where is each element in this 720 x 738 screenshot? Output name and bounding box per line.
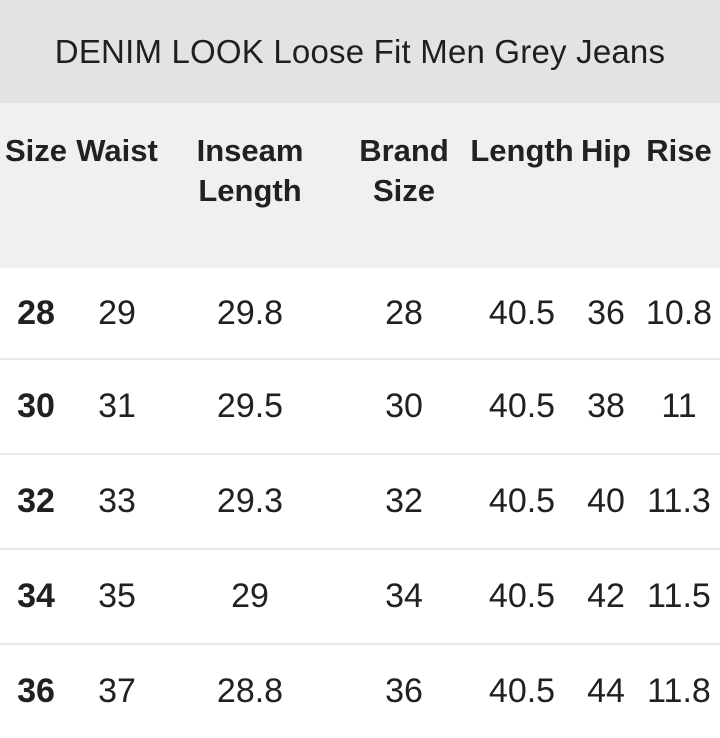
value-cell: 11	[661, 387, 697, 425]
value-cell: 11.5	[647, 577, 711, 615]
value-cell: 11.3	[647, 482, 711, 520]
value-cell: 37	[98, 672, 136, 710]
value-cell: 11.8	[647, 672, 711, 710]
value-cell: 38	[587, 387, 625, 425]
row-size-cell: 32	[17, 482, 55, 520]
product-title-bar: DENIM LOOK Loose Fit Men Grey Jeans	[0, 0, 720, 103]
value-cell: 40.5	[488, 293, 556, 332]
row-size-cell: 30	[17, 387, 55, 425]
value-cell: 36	[587, 293, 625, 332]
page-title: DENIM LOOK Loose Fit Men Grey Jeans	[54, 32, 666, 70]
value-cell: 42	[587, 577, 625, 615]
value-cell: 44	[587, 672, 625, 710]
value-cell: 29	[98, 293, 136, 332]
header-row: Size Waist Inseam Length Brand Size Leng…	[0, 103, 720, 268]
value-cell: 29.5	[216, 387, 284, 425]
value-cell: 28.8	[216, 672, 284, 710]
value-cell: 32	[385, 482, 423, 520]
column-header-brand-size: Brand Size	[338, 103, 470, 268]
value-cell: 29	[231, 577, 269, 615]
value-cell: 30	[385, 387, 423, 425]
table-row: 32 33 29.3 32 40.5 40 11.3	[0, 454, 720, 549]
value-cell: 40.5	[488, 482, 556, 520]
row-size-cell: 34	[17, 577, 55, 615]
value-cell: 31	[98, 387, 136, 425]
value-cell: 29.3	[216, 482, 284, 520]
size-chart-table: Size Waist Inseam Length Brand Size Leng…	[0, 103, 720, 738]
table-row: 30 31 29.5 30 40.5 38 11	[0, 359, 720, 454]
value-cell: 10.8	[645, 293, 713, 332]
table-row: 28 29 29.8 28 40.5 36 10.8	[0, 268, 720, 359]
row-size-cell: 28	[17, 293, 55, 332]
value-cell: 40.5	[488, 577, 556, 615]
value-cell: 29.8	[216, 293, 284, 332]
column-header-rise: Rise	[638, 103, 720, 268]
value-cell: 34	[385, 577, 423, 615]
row-size-cell: 36	[17, 672, 55, 710]
value-cell: 40.5	[488, 672, 556, 710]
value-cell: 40	[587, 482, 625, 520]
value-cell: 40.5	[488, 387, 556, 425]
value-cell: 28	[385, 293, 423, 332]
column-header-size: Size	[0, 103, 72, 268]
table-row: 34 35 29 34 40.5 42 11.5	[0, 549, 720, 644]
value-cell: 36	[385, 672, 423, 710]
column-header-hip: Hip	[574, 103, 638, 268]
table-row: 36 37 28.8 36 40.5 44 11.8	[0, 644, 720, 738]
column-header-waist: Waist	[72, 103, 162, 268]
value-cell: 33	[98, 482, 136, 520]
column-header-inseam-length: Inseam Length	[162, 103, 338, 268]
column-header-length: Length	[470, 103, 574, 268]
value-cell: 35	[98, 577, 136, 615]
